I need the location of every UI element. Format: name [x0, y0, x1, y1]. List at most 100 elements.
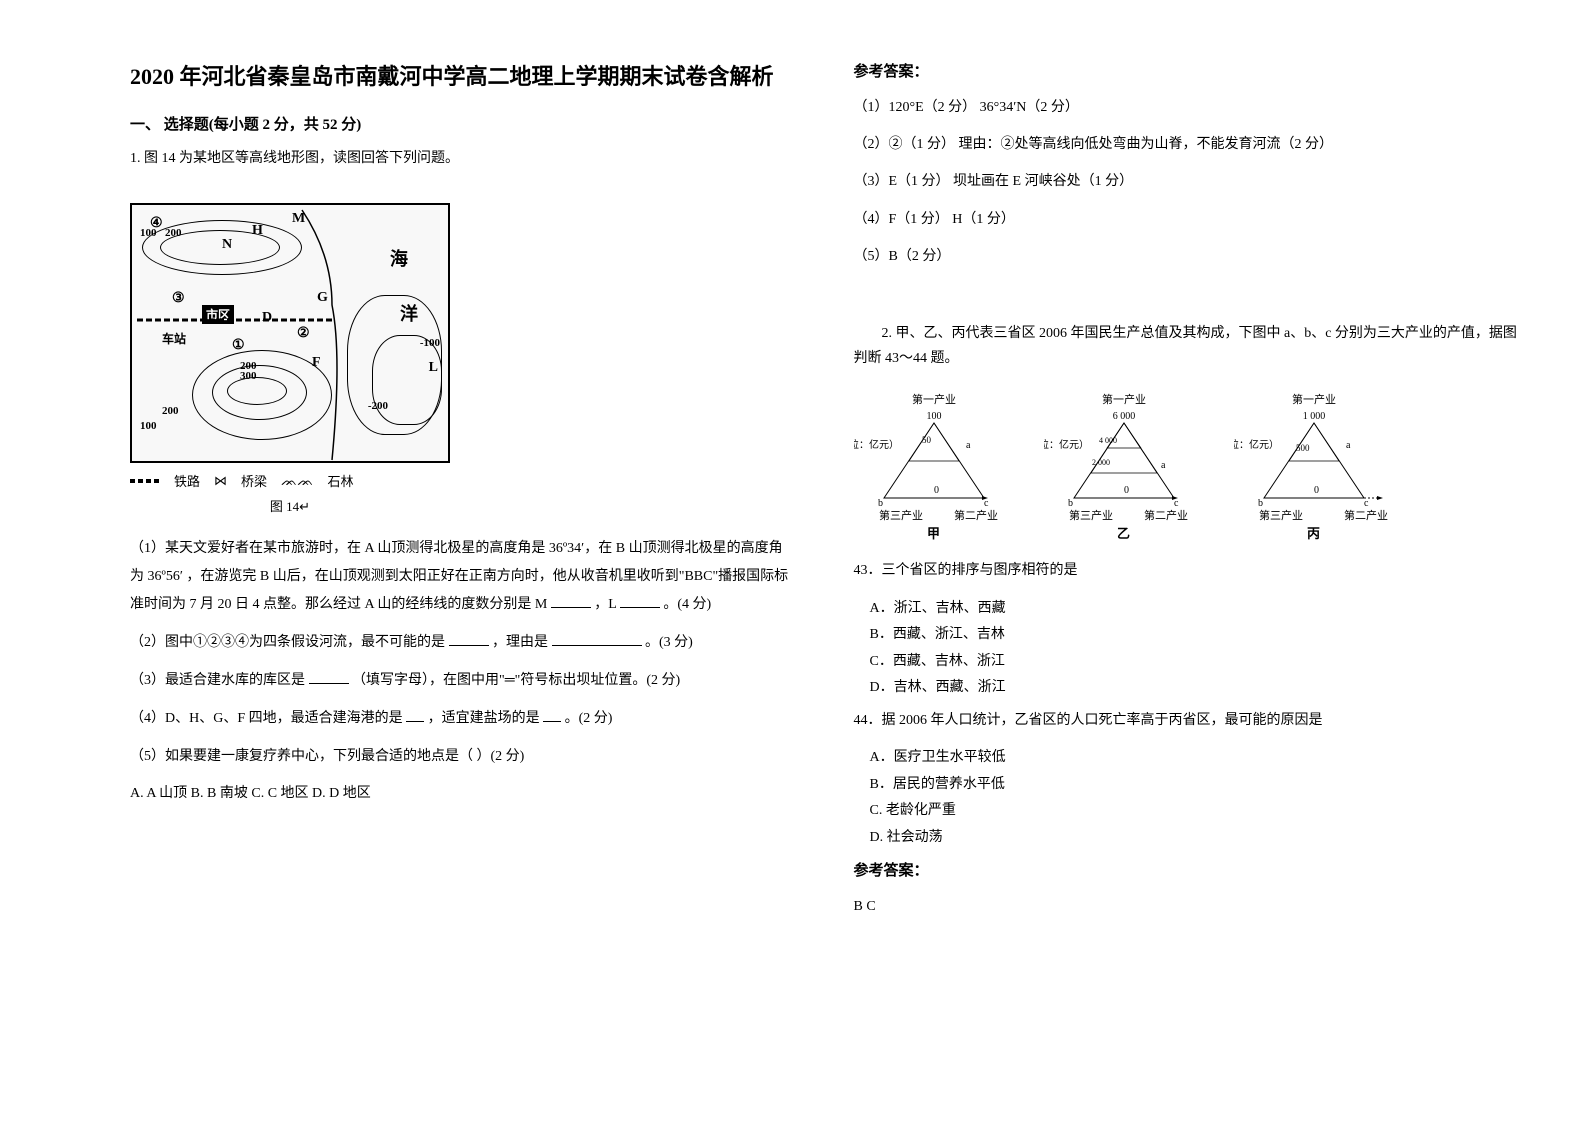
tri-mid-jia: 50	[922, 435, 932, 445]
blank	[309, 668, 349, 684]
subq-2: （2）图中①②③④为四条假设河流，最不可能的是 ，理由是 。(3 分)	[130, 629, 794, 657]
section-heading: 一、 选择题(每小题 2 分，共 52 分)	[130, 113, 794, 134]
tri-left: 第三产业	[1069, 508, 1113, 522]
tri-b: b	[878, 498, 883, 509]
q44-opt-b: B．居民的营养水平低	[854, 772, 1518, 799]
subq2-text-c: 。(3 分)	[645, 635, 693, 650]
tri-a: a	[1161, 460, 1166, 471]
tri-max-yi: 6 000	[1112, 411, 1135, 422]
tri-c: c	[984, 498, 989, 509]
ans-1: （1）120°E（2 分） 36°34′N（2 分）	[854, 95, 1518, 120]
triangle-name-yi: 乙	[1117, 523, 1130, 542]
tri-c: c	[1174, 498, 1179, 509]
q43-opt-c: C．西藏、吉林、浙江	[854, 649, 1518, 676]
tri-right: 第二产业	[1344, 508, 1388, 522]
map-legend: 铁路 ⋈ 桥梁 ᨏᨏ 石林	[130, 471, 450, 490]
tri-mid2-yi: 2 000	[1092, 458, 1110, 467]
subq3-text-b: （填写字母），在图中用"═"符号标出坝址位置。(2 分)	[352, 673, 680, 688]
q2-stem: 2. 甲、乙、丙代表三省区 2006 年国民生产总值及其构成，下图中 a、b、c…	[854, 321, 1518, 371]
tri-zero: 0	[1314, 485, 1319, 496]
triangle-svg-bing: 第一产业 （单位：亿元） 1 000 500 a 0 b c 第三产业 第二产业	[1234, 393, 1394, 523]
q44-stem: 44．据 2006 年人口统计，乙省区的人口死亡率高于丙省区，最可能的原因是	[854, 708, 1518, 733]
subq-4: （4）D、H、G、F 四地，最适合建海港的是 ，适宜建盐场的是 。(2 分)	[130, 705, 794, 733]
triangle-name-bing: 丙	[1307, 523, 1320, 542]
q44-opt-c: C. 老龄化严重	[854, 798, 1518, 825]
right-column: 参考答案： （1）120°E（2 分） 36°34′N（2 分） （2）②（1 …	[824, 60, 1548, 1082]
tri-mid-bing: 500	[1296, 443, 1310, 453]
legend-bridge: 桥梁	[241, 471, 267, 490]
blank	[552, 630, 642, 646]
subq-3: （3）最适合建水库的库区是 （填写字母），在图中用"═"符号标出坝址位置。(2 …	[130, 667, 794, 695]
map-box: M H N 海 洋 G 市区 车站 D F L 100 200 100 200 …	[130, 203, 450, 463]
tri-left: 第三产业	[1259, 508, 1303, 522]
tri-max-jia: 100	[926, 411, 941, 422]
triangle-name-jia: 甲	[927, 523, 940, 542]
subq4-text-a: （4）D、H、G、F 四地，最适合建海港的是	[130, 711, 403, 726]
spacer	[854, 281, 1518, 321]
subq3-text-a: （3）最适合建水库的库区是	[130, 673, 305, 688]
tri-a: a	[966, 440, 971, 451]
triangle-jia: 第一产业 （单位：亿元） 100 50 a 0 b c 第三产业 第二产业 甲	[854, 393, 1014, 542]
triangle-svg-yi: 第一产业 （单位：亿元） 6 000 4 000 2 000 a 0 b c 第…	[1044, 393, 1204, 523]
subq2-text-a: （2）图中①②③④为四条假设河流，最不可能的是	[130, 635, 445, 650]
map-figure: M H N 海 洋 G 市区 车站 D F L 100 200 100 200 …	[130, 203, 450, 515]
q43-stem: 43．三个省区的排序与图序相符的是	[854, 558, 1518, 583]
tri-max-bing: 1 000	[1302, 411, 1325, 422]
q44-opt-a: A．医疗卫生水平较低	[854, 745, 1518, 772]
q43-opt-a: A．浙江、吉林、西藏	[854, 596, 1518, 623]
q44-opt-d: D. 社会动荡	[854, 825, 1518, 852]
bridge-icon: ⋈	[214, 473, 227, 489]
blank	[449, 630, 489, 646]
exam-title: 2020 年河北省秦皇岛市南戴河中学高二地理上学期期末试卷含解析	[130, 60, 794, 93]
tri-right: 第二产业	[1144, 508, 1188, 522]
figure-caption: 图 14↵	[130, 496, 450, 515]
blank	[551, 592, 591, 608]
left-column: 2020 年河北省秦皇岛市南戴河中学高二地理上学期期末试卷含解析 一、 选择题(…	[100, 60, 824, 1082]
ans-3: （3）E（1 分） 坝址画在 E 河峡谷处（1 分）	[854, 169, 1518, 194]
tri-c: c	[1364, 498, 1369, 509]
tri-top: 第一产业	[1292, 393, 1336, 406]
tri-zero: 0	[934, 485, 939, 496]
ans-5: （5）B（2 分）	[854, 244, 1518, 269]
ans-2: （2）②（1 分） 理由：②处等高线向低处弯曲为山脊，不能发育河流（2 分）	[854, 132, 1518, 157]
tri-b: b	[1068, 498, 1073, 509]
tri-unit: （单位：亿元）	[1044, 438, 1089, 451]
legend-stone: 石林	[327, 471, 353, 490]
q43-opt-d: D．吉林、西藏、浙江	[854, 675, 1518, 702]
q1-stem: 1. 图 14 为某地区等高线地形图，读图回答下列问题。	[130, 146, 794, 171]
answer-heading: 参考答案：	[854, 60, 1518, 81]
subq4-text-c: 。(2 分)	[565, 711, 613, 726]
tri-mid1-yi: 4 000	[1099, 436, 1117, 445]
tri-top: 第一产业	[1102, 393, 1146, 406]
subq-5: （5）如果要建一康复疗养中心，下列最合适的地点是（ ）(2 分)	[130, 743, 794, 771]
q1-options: A. A 山顶 B. B 南坡 C. C 地区 D. D 地区	[130, 781, 794, 806]
subq1-text-c: 。(4 分)	[663, 597, 711, 612]
map-svg	[132, 205, 448, 461]
rail-icon	[130, 479, 160, 483]
tri-unit: （单位：亿元）	[1234, 438, 1279, 451]
triangle-svg-jia: 第一产业 （单位：亿元） 100 50 a 0 b c 第三产业 第二产业	[854, 393, 1014, 523]
subq1-text-b: ，L	[594, 597, 616, 612]
blank	[620, 592, 660, 608]
tri-right: 第二产业	[954, 508, 998, 522]
q43-opt-b: B．西藏、浙江、吉林	[854, 622, 1518, 649]
blank	[406, 706, 424, 722]
stone-icon: ᨏᨏ	[281, 473, 313, 489]
triangle-bing: 第一产业 （单位：亿元） 1 000 500 a 0 b c 第三产业 第二产业…	[1234, 393, 1394, 542]
subq-1: （1）某天文爱好者在某市旅游时，在 A 山顶测得北极星的高度角是 36º34′，…	[130, 535, 794, 619]
legend-rail: 铁路	[174, 471, 200, 490]
tri-left: 第三产业	[879, 508, 923, 522]
subq4-text-b: ，适宜建盐场的是	[428, 711, 540, 726]
triangle-yi: 第一产业 （单位：亿元） 6 000 4 000 2 000 a 0 b c 第…	[1044, 393, 1204, 542]
ans-4: （4）F（1 分） H（1 分）	[854, 207, 1518, 232]
tri-top: 第一产业	[912, 393, 956, 406]
ans-bc: B C	[854, 894, 1518, 919]
tri-b: b	[1258, 498, 1263, 509]
tri-zero: 0	[1124, 485, 1129, 496]
tri-unit: （单位：亿元）	[854, 438, 899, 451]
subq2-text-b: ，理由是	[492, 635, 548, 650]
blank	[543, 706, 561, 722]
answer-heading-2: 参考答案：	[854, 859, 1518, 880]
triangle-charts: 第一产业 （单位：亿元） 100 50 a 0 b c 第三产业 第二产业 甲 …	[854, 393, 1518, 542]
tri-a: a	[1346, 440, 1351, 451]
